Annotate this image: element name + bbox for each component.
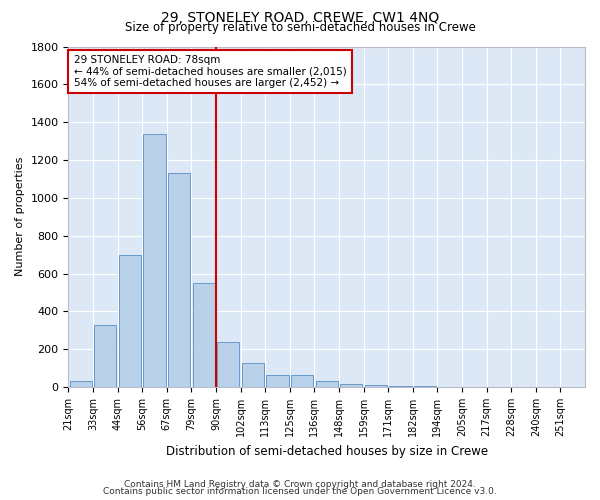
Bar [316, 382, 338, 387]
Bar [217, 342, 239, 387]
Bar [365, 385, 387, 387]
Text: Size of property relative to semi-detached houses in Crewe: Size of property relative to semi-detach… [125, 22, 475, 35]
Text: Contains public sector information licensed under the Open Government Licence v3: Contains public sector information licen… [103, 487, 497, 496]
Bar [414, 386, 436, 387]
Text: 29, STONELEY ROAD, CREWE, CW1 4NQ: 29, STONELEY ROAD, CREWE, CW1 4NQ [161, 11, 439, 25]
Bar [340, 384, 362, 387]
Bar [291, 375, 313, 387]
Y-axis label: Number of properties: Number of properties [15, 157, 25, 276]
Bar [242, 364, 264, 387]
Bar [193, 283, 215, 387]
Bar [143, 134, 166, 387]
Bar [94, 324, 116, 387]
Text: 29 STONELEY ROAD: 78sqm
← 44% of semi-detached houses are smaller (2,015)
54% of: 29 STONELEY ROAD: 78sqm ← 44% of semi-de… [74, 55, 346, 88]
Bar [266, 375, 289, 387]
Bar [389, 386, 412, 387]
Bar [168, 174, 190, 387]
Bar [119, 254, 141, 387]
Bar [70, 382, 92, 387]
Text: Contains HM Land Registry data © Crown copyright and database right 2024.: Contains HM Land Registry data © Crown c… [124, 480, 476, 489]
X-axis label: Distribution of semi-detached houses by size in Crewe: Distribution of semi-detached houses by … [166, 444, 488, 458]
Bar [439, 386, 461, 387]
